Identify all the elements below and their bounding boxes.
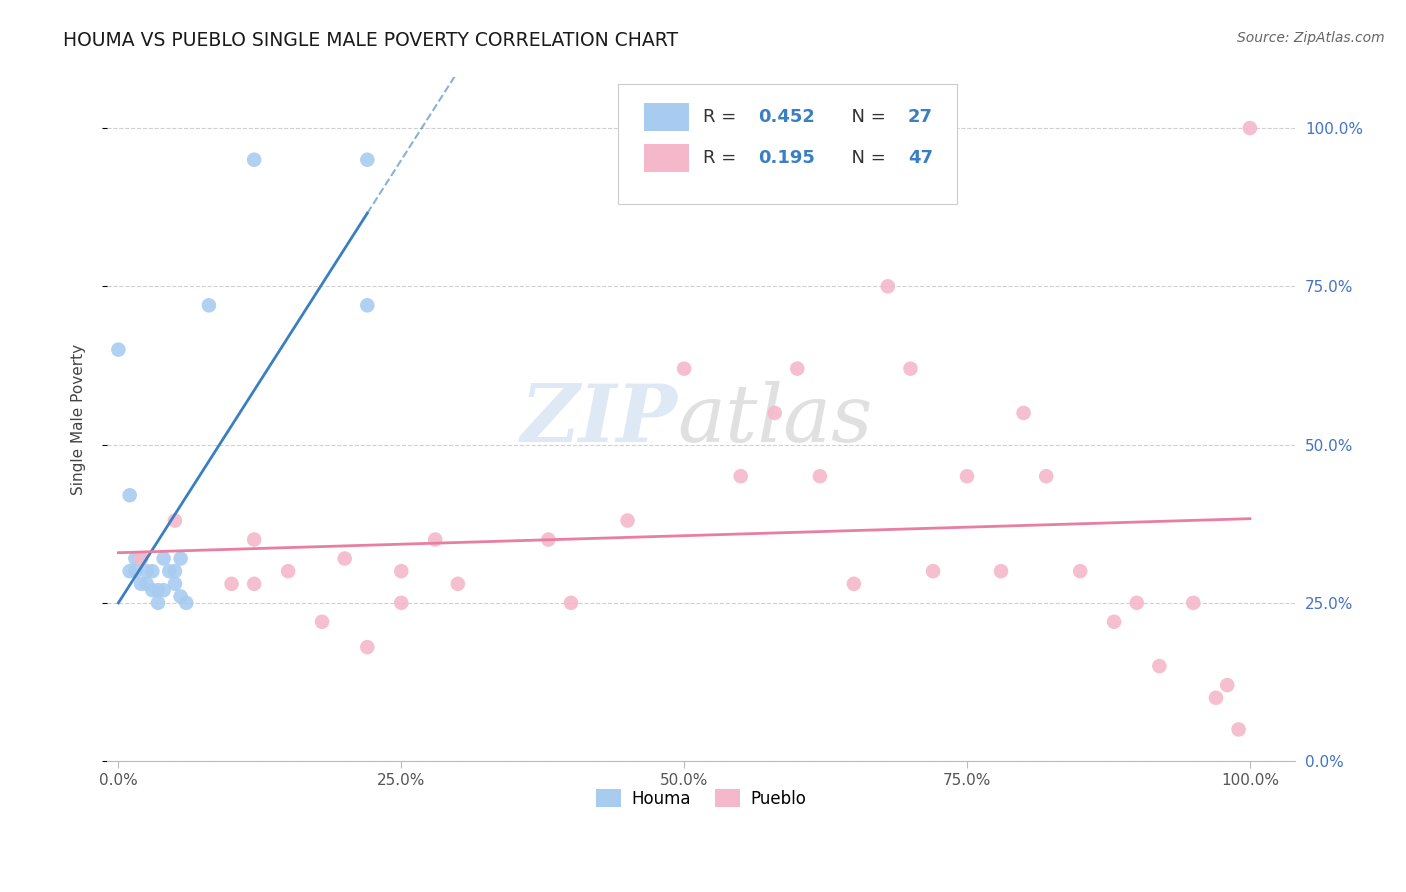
Point — [425, 533, 447, 547]
Text: R =: R = — [703, 149, 748, 167]
Point — [163, 514, 186, 528]
Text: atlas: atlas — [678, 381, 873, 458]
Text: N =: N = — [841, 149, 891, 167]
Text: HOUMA VS PUEBLO SINGLE MALE POVERTY CORRELATION CHART: HOUMA VS PUEBLO SINGLE MALE POVERTY CORR… — [63, 31, 678, 50]
Point — [221, 577, 243, 591]
Point — [277, 564, 299, 578]
Point — [129, 551, 152, 566]
Text: Source: ZipAtlas.com: Source: ZipAtlas.com — [1237, 31, 1385, 45]
Point — [243, 153, 266, 167]
Text: ZIP: ZIP — [520, 381, 678, 458]
Point — [141, 583, 163, 598]
Point — [163, 577, 186, 591]
Point — [118, 488, 141, 502]
Point — [356, 298, 378, 312]
Point — [616, 514, 638, 528]
Point — [786, 361, 808, 376]
Point — [1205, 690, 1227, 705]
Point — [243, 533, 266, 547]
Point — [146, 596, 169, 610]
Point — [198, 298, 221, 312]
Text: 0.195: 0.195 — [758, 149, 815, 167]
Y-axis label: Single Male Poverty: Single Male Poverty — [72, 343, 86, 495]
Point — [1216, 678, 1239, 692]
Point — [174, 596, 197, 610]
Point — [129, 577, 152, 591]
Point — [1012, 406, 1035, 420]
Point — [537, 533, 560, 547]
Legend: Houma, Pueblo: Houma, Pueblo — [589, 783, 813, 814]
Point — [956, 469, 979, 483]
Point — [1149, 659, 1171, 673]
Point — [876, 279, 898, 293]
Point — [389, 564, 412, 578]
Point — [146, 583, 169, 598]
Point — [1125, 596, 1147, 610]
Point — [135, 564, 157, 578]
Point — [673, 361, 696, 376]
Point — [560, 596, 582, 610]
Point — [107, 343, 129, 357]
Text: N =: N = — [841, 108, 891, 126]
Point — [389, 596, 412, 610]
FancyBboxPatch shape — [619, 84, 956, 204]
Point — [124, 564, 146, 578]
Text: 47: 47 — [908, 149, 932, 167]
Point — [157, 564, 180, 578]
Point — [1102, 615, 1125, 629]
Text: 27: 27 — [908, 108, 932, 126]
Point — [730, 469, 752, 483]
Text: 0.452: 0.452 — [758, 108, 815, 126]
Point — [243, 577, 266, 591]
Point — [152, 551, 174, 566]
Point — [135, 577, 157, 591]
Point — [922, 564, 945, 578]
Point — [356, 640, 378, 654]
Point — [763, 406, 786, 420]
Point — [1182, 596, 1205, 610]
Point — [129, 551, 152, 566]
Point — [990, 564, 1012, 578]
Point — [333, 551, 356, 566]
Point — [842, 577, 865, 591]
Bar — [644, 103, 689, 131]
Point — [163, 564, 186, 578]
Point — [356, 153, 378, 167]
Point — [900, 361, 922, 376]
Point — [1069, 564, 1091, 578]
Point — [124, 551, 146, 566]
Bar — [644, 145, 689, 172]
Point — [447, 577, 470, 591]
Point — [1227, 723, 1250, 737]
Point — [141, 564, 163, 578]
Point — [311, 615, 333, 629]
Point — [118, 564, 141, 578]
Text: R =: R = — [703, 108, 742, 126]
Point — [169, 551, 191, 566]
Point — [169, 590, 191, 604]
Point — [808, 469, 831, 483]
Point — [152, 583, 174, 598]
Point — [1035, 469, 1057, 483]
Point — [1239, 121, 1261, 136]
